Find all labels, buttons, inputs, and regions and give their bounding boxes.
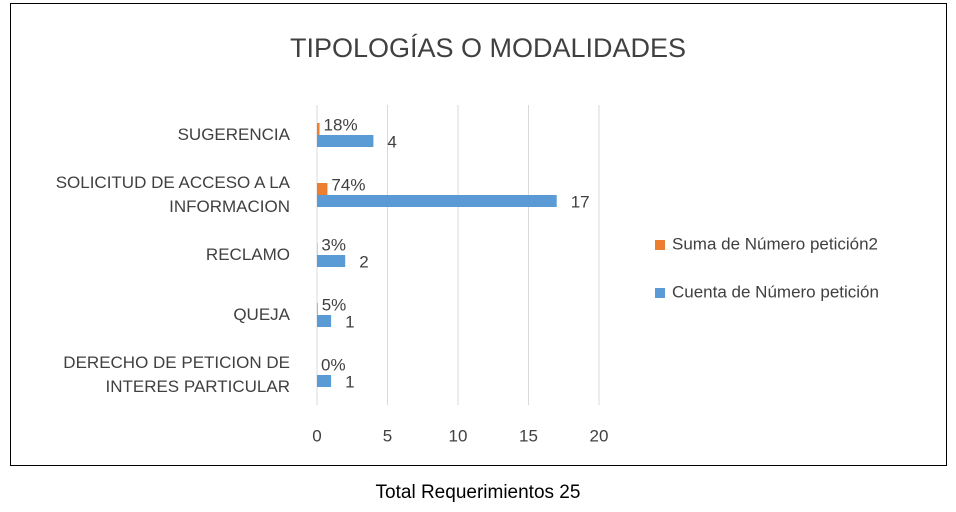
data-label: 74%: [331, 175, 365, 194]
data-label: 5%: [322, 295, 347, 314]
y-tick-label: SOLICITUD DE ACCESO A LA INFORMACION: [55, 173, 290, 216]
caption: Total Requerimientos 25: [376, 482, 581, 503]
data-label: 17: [571, 192, 590, 211]
data-label: 1: [345, 312, 354, 331]
y-tick-label: DERECHO DE PETICION DE INTERES PARTICULA…: [63, 353, 290, 396]
chart-border: [10, 3, 947, 466]
y-tick-label: SUGERENCIA: [177, 125, 290, 144]
data-label: 18%: [324, 115, 358, 134]
y-tick-label: QUEJA: [233, 305, 290, 324]
chart-title: TIPOLOGÍAS O MODALIDADES: [290, 33, 686, 63]
bar: [317, 183, 328, 195]
legend-swatch: [655, 288, 665, 298]
x-tick-label: 15: [519, 426, 538, 445]
x-tick-label: 0: [312, 426, 321, 445]
data-label: 1: [345, 372, 354, 391]
legend-label: Cuenta de Número petición: [672, 282, 879, 301]
x-tick-label: 10: [449, 426, 468, 445]
x-tick-label: 20: [590, 426, 609, 445]
data-label: 2: [359, 252, 368, 271]
bar: [317, 195, 557, 207]
x-tick-label: 5: [383, 426, 392, 445]
legend-swatch: [655, 240, 665, 250]
data-label: 4: [387, 132, 396, 151]
data-label: 0%: [321, 355, 346, 374]
bar: [317, 135, 374, 147]
bar: [317, 375, 332, 387]
bar: [317, 315, 332, 327]
bar: [317, 123, 320, 135]
legend-label: Suma de Número petición2: [672, 234, 878, 253]
bar: [317, 303, 318, 315]
y-tick-label: RECLAMO: [205, 245, 290, 264]
bar: [317, 255, 346, 267]
data-label: 3%: [321, 235, 346, 254]
